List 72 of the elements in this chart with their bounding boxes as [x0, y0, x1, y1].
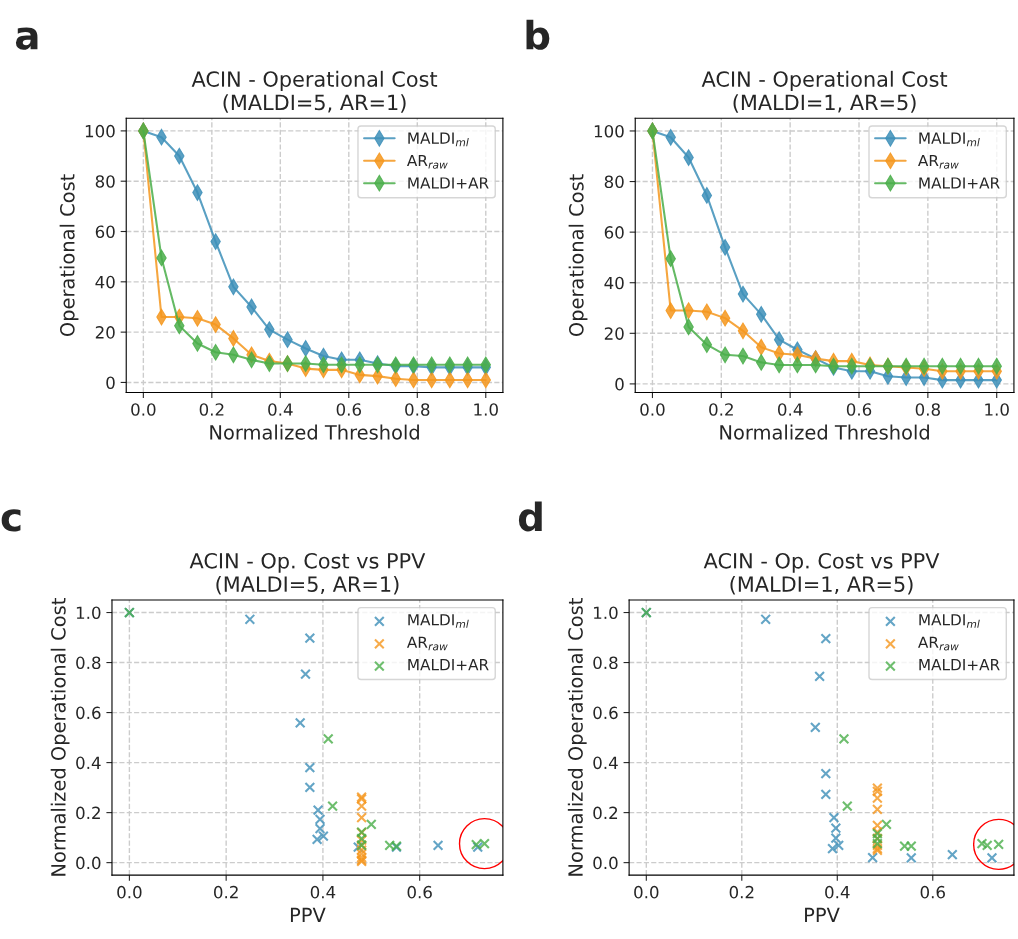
x-tick-label: 0.8 [405, 403, 430, 416]
x-tick-label: 0.4 [825, 885, 850, 899]
y-tick-label: 100 [594, 124, 624, 138]
x-tick-label: 0.8 [915, 403, 940, 416]
y-tick-label: 0.2 [76, 806, 100, 820]
legend-label: AR$_{raw}$ [918, 154, 959, 169]
x-tick-label: 0.6 [336, 403, 362, 416]
chart-title: ACIN - Operational Cost (MALDI=5, AR=1) [191, 70, 438, 113]
x-tick-label: 0.0 [634, 885, 659, 899]
y-tick-label: 0.8 [593, 656, 618, 670]
y-tick-label: 20 [604, 327, 624, 340]
x-tick-label: 0.4 [778, 403, 803, 416]
y-tick-label: 100 [85, 124, 115, 138]
legend-label: MALDI$_{ml}$ [408, 614, 469, 628]
y-tick-label: 60 [95, 225, 115, 239]
x-tick-label: 1.0 [474, 403, 498, 416]
legend-label: AR$_{raw}$ [918, 636, 959, 651]
y-axis-title: Normalized Operational Cost [50, 598, 70, 876]
y-tick-label: 0.0 [76, 856, 101, 870]
legend-label: MALDI+AR [408, 177, 489, 189]
y-tick-label: 0.0 [593, 856, 618, 870]
y-tick-label: 20 [95, 326, 115, 339]
y-tick-label: 40 [95, 275, 115, 289]
y-tick-label: 60 [604, 226, 624, 239]
x-tick-label: 1.0 [985, 403, 1009, 416]
y-tick-label: 0 [106, 376, 115, 390]
x-tick-label: 0.4 [310, 885, 336, 899]
legend-label: MALDI+AR [919, 177, 1000, 189]
chart-title: ACIN - Op. Cost vs PPV (MALDI=5, AR=1) [189, 552, 426, 595]
y-tick-label: 0.8 [76, 656, 101, 670]
y-tick-label: 0 [615, 377, 624, 391]
y-tick-label: 40 [604, 276, 624, 290]
x-tick-label: 0.2 [729, 885, 754, 899]
x-axis-title: Normalized Threshold [720, 424, 929, 440]
x-tick-label: 0.0 [117, 885, 142, 899]
chart-title: ACIN - Op. Cost vs PPV (MALDI=1, AR=5) [703, 552, 940, 595]
legend-label: MALDI+AR [408, 659, 489, 671]
x-tick-label: 0.2 [199, 403, 224, 416]
y-tick-label: 0.2 [593, 806, 618, 820]
y-axis-title: Normalized Operational Cost [567, 598, 587, 876]
legend-label: AR$_{raw}$ [406, 154, 448, 169]
y-tick-label: 0.6 [593, 706, 618, 720]
legend-label: AR$_{raw}$ [406, 636, 448, 651]
legend-label: MALDI+AR [919, 659, 1000, 671]
x-tick-label: 0.4 [268, 403, 293, 416]
x-tick-label: 0.0 [131, 403, 156, 416]
x-tick-label: 0.6 [920, 885, 945, 899]
x-tick-label: 0.0 [640, 403, 665, 416]
legend-label: MALDI$_{ml}$ [919, 614, 980, 628]
y-tick-label: 0.4 [593, 756, 618, 770]
x-axis-title: PPV [805, 907, 840, 923]
x-tick-label: 0.6 [407, 885, 432, 899]
text: d [518, 501, 542, 532]
y-tick-label: 80 [604, 175, 624, 189]
x-tick-label: 0.6 [846, 403, 872, 416]
x-tick-label: 0.2 [214, 885, 238, 899]
y-axis-title: Operational Cost [568, 174, 588, 337]
text: c [1, 509, 21, 532]
y-tick-label: 0.4 [76, 756, 101, 770]
x-tick-label: 0.2 [709, 403, 733, 416]
x-axis-title: PPV [290, 907, 326, 923]
y-axis-title: Operational Cost [59, 174, 79, 337]
y-tick-label: 1.0 [76, 606, 101, 620]
y-tick-label: 80 [95, 175, 115, 188]
x-axis-title: Normalized Threshold [210, 424, 419, 440]
y-tick-label: 1.0 [594, 606, 618, 620]
legend-label: MALDI$_{ml}$ [919, 132, 980, 147]
chart-title: ACIN - Operational Cost (MALDI=1, AR=5) [701, 70, 948, 113]
text: b [526, 19, 550, 50]
legend-label: MALDI$_{ml}$ [408, 132, 469, 147]
text: a [15, 27, 38, 50]
y-tick-label: 0.6 [76, 706, 101, 720]
